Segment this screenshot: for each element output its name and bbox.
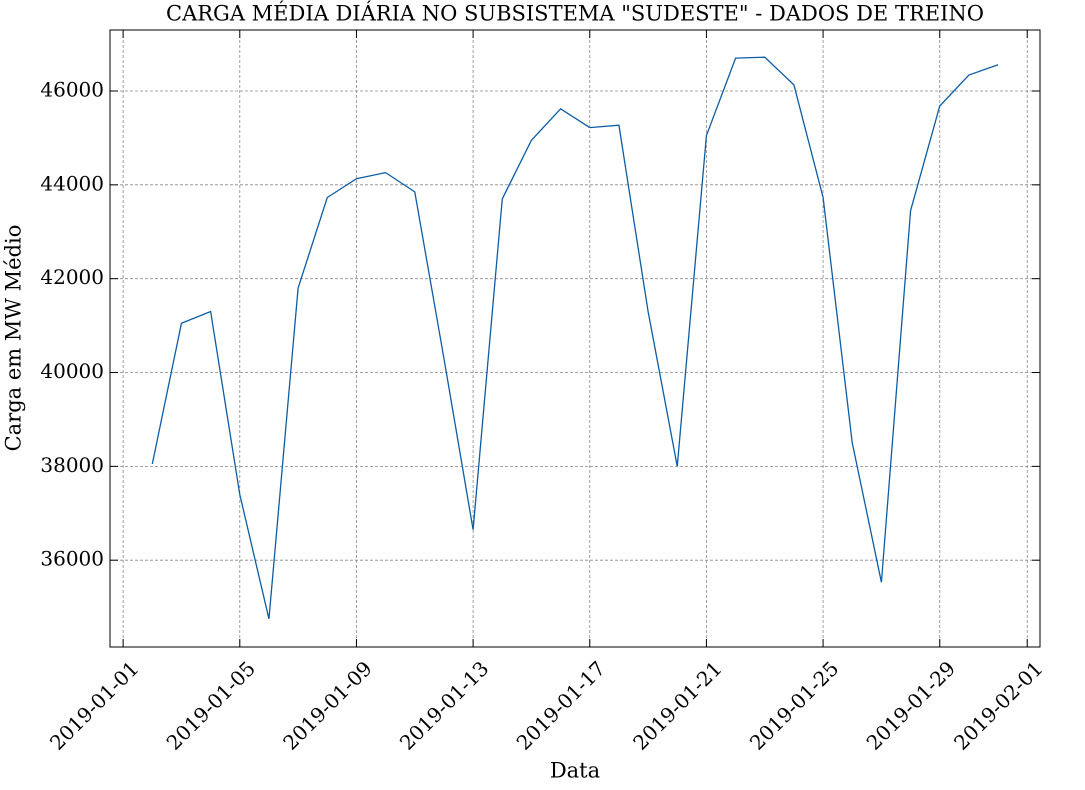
x-tick-label: 2019-01-01 [45, 656, 144, 755]
x-tick-label: 2019-01-17 [512, 656, 611, 755]
y-axis-label: Carga em MW Médio [2, 225, 26, 452]
data-line [151, 56, 999, 619]
x-tick-label: 2019-01-13 [395, 656, 494, 755]
y-tick-label: 44000 [40, 171, 104, 195]
x-axis-label: Data [550, 759, 600, 783]
y-tick-label: 40000 [40, 359, 104, 383]
chart-title: CARGA MÉDIA DIÁRIA NO SUBSISTEMA "SUDEST… [166, 2, 984, 26]
x-tick-label: 2019-01-25 [745, 656, 844, 755]
x-tick-label: 2019-01-29 [862, 656, 961, 755]
y-tick-label: 36000 [40, 547, 104, 571]
y-tick-label: 42000 [40, 265, 104, 289]
y-tick-label: 38000 [40, 453, 104, 477]
plot-frame [109, 29, 1041, 648]
x-tick-label: 2019-01-09 [278, 656, 377, 755]
x-tick-label: 2019-01-21 [628, 656, 727, 755]
x-tick-label: 2019-02-01 [949, 656, 1048, 755]
y-tick-label: 46000 [40, 77, 104, 101]
x-tick-label: 2019-01-05 [162, 656, 261, 755]
